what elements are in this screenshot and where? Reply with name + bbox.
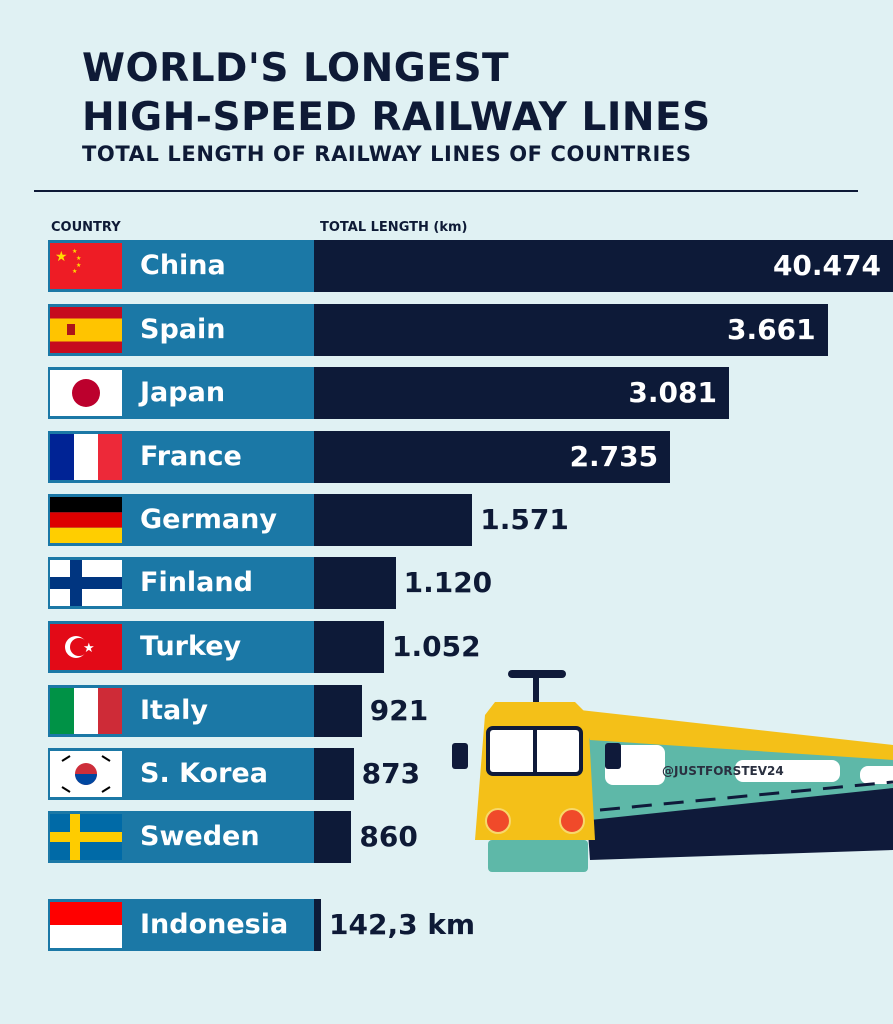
- country-name: Sweden: [140, 821, 260, 852]
- value-label-finland: 1.120: [403, 566, 493, 599]
- country-column-header: COUNTRY: [51, 220, 121, 235]
- country-label-bg: ★ Turkey: [48, 621, 314, 673]
- value-label-indonesia: 142,3 km: [329, 908, 476, 941]
- china-flag-icon: ★ ★★★★: [50, 243, 122, 289]
- country-label-bg: Sweden: [48, 811, 314, 863]
- value-label-germany: 1.571: [480, 503, 569, 536]
- country-name: Italy: [140, 695, 209, 726]
- bar-sweden: [314, 811, 352, 863]
- country-name: Indonesia: [140, 909, 289, 940]
- germany-flag-icon: [50, 497, 122, 543]
- value-label-china: 40.474: [772, 249, 881, 282]
- chart-title: WORLD'S LONGEST HIGH-SPEED RAILWAY LINES: [82, 44, 711, 142]
- value-label-sweden: 860: [359, 820, 418, 853]
- country-label-bg: Indonesia: [48, 899, 314, 951]
- bar-japan: [314, 367, 729, 419]
- title-line-2: HIGH-SPEED RAILWAY LINES: [82, 95, 711, 140]
- svg-text:★: ★: [72, 268, 77, 275]
- country-label-bg: Japan: [48, 367, 314, 419]
- bar-s-korea: [314, 748, 354, 800]
- bar-indonesia: [314, 899, 321, 951]
- value-label-s-korea: 873: [361, 757, 421, 790]
- country-name: Japan: [140, 377, 226, 408]
- indonesia-flag-icon: [50, 902, 122, 948]
- country-name: Spain: [140, 314, 226, 345]
- country-label-bg: Italy: [48, 685, 314, 737]
- country-label-bg: Germany: [48, 494, 314, 546]
- country-name: Germany: [140, 504, 277, 535]
- country-name: Turkey: [140, 631, 242, 662]
- chart-subtitle: TOTAL LENGTH OF RAILWAY LINES OF COUNTRI…: [82, 142, 692, 166]
- south-korea-flag-icon: [50, 751, 122, 797]
- country-label-bg: S. Korea: [48, 748, 314, 800]
- value-label-spain: 3.661: [726, 313, 816, 346]
- value-label-france: 2.735: [569, 440, 659, 473]
- bar-finland: [314, 557, 396, 609]
- value-label-italy: 921: [369, 694, 429, 727]
- value-label-turkey: 1.052: [392, 630, 481, 663]
- country-label-bg: Finland: [48, 557, 314, 609]
- turkey-flag-icon: ★: [50, 624, 122, 670]
- svg-text:★: ★: [76, 262, 81, 269]
- length-column-header: TOTAL LENGTH (km): [320, 220, 468, 235]
- svg-text:★: ★: [55, 249, 68, 265]
- title-line-1: WORLD'S LONGEST: [82, 46, 510, 91]
- country-name: S. Korea: [140, 758, 268, 789]
- france-flag-icon: [50, 434, 122, 480]
- italy-flag-icon: [50, 688, 122, 734]
- watermark: @JUSTFORSTEV24: [662, 764, 784, 778]
- svg-text:★: ★: [72, 248, 77, 255]
- country-label-bg: Spain: [48, 304, 314, 356]
- spain-flag-icon: [50, 307, 122, 353]
- svg-text:★: ★: [76, 255, 81, 262]
- country-name: China: [140, 250, 226, 281]
- train-illustration: @JUSTFORSTEV24: [452, 670, 893, 872]
- divider: [34, 190, 858, 192]
- country-label-bg: ★ ★ ★ ★ ★ China: [48, 240, 314, 292]
- value-label-japan: 3.081: [628, 376, 717, 409]
- svg-text:★: ★: [83, 641, 95, 656]
- finland-flag-icon: [50, 560, 122, 606]
- bar-turkey: [314, 621, 385, 673]
- country-label-bg: France: [48, 431, 314, 483]
- bar-spain: [314, 304, 828, 356]
- country-name: France: [140, 441, 242, 472]
- country-name: Finland: [140, 567, 253, 598]
- bar-china: [314, 240, 893, 292]
- japan-flag-icon: [50, 370, 122, 416]
- bar-italy: [314, 685, 362, 737]
- bar-france: [314, 431, 671, 483]
- sweden-flag-icon: [50, 814, 122, 860]
- bar-germany: [314, 494, 473, 546]
